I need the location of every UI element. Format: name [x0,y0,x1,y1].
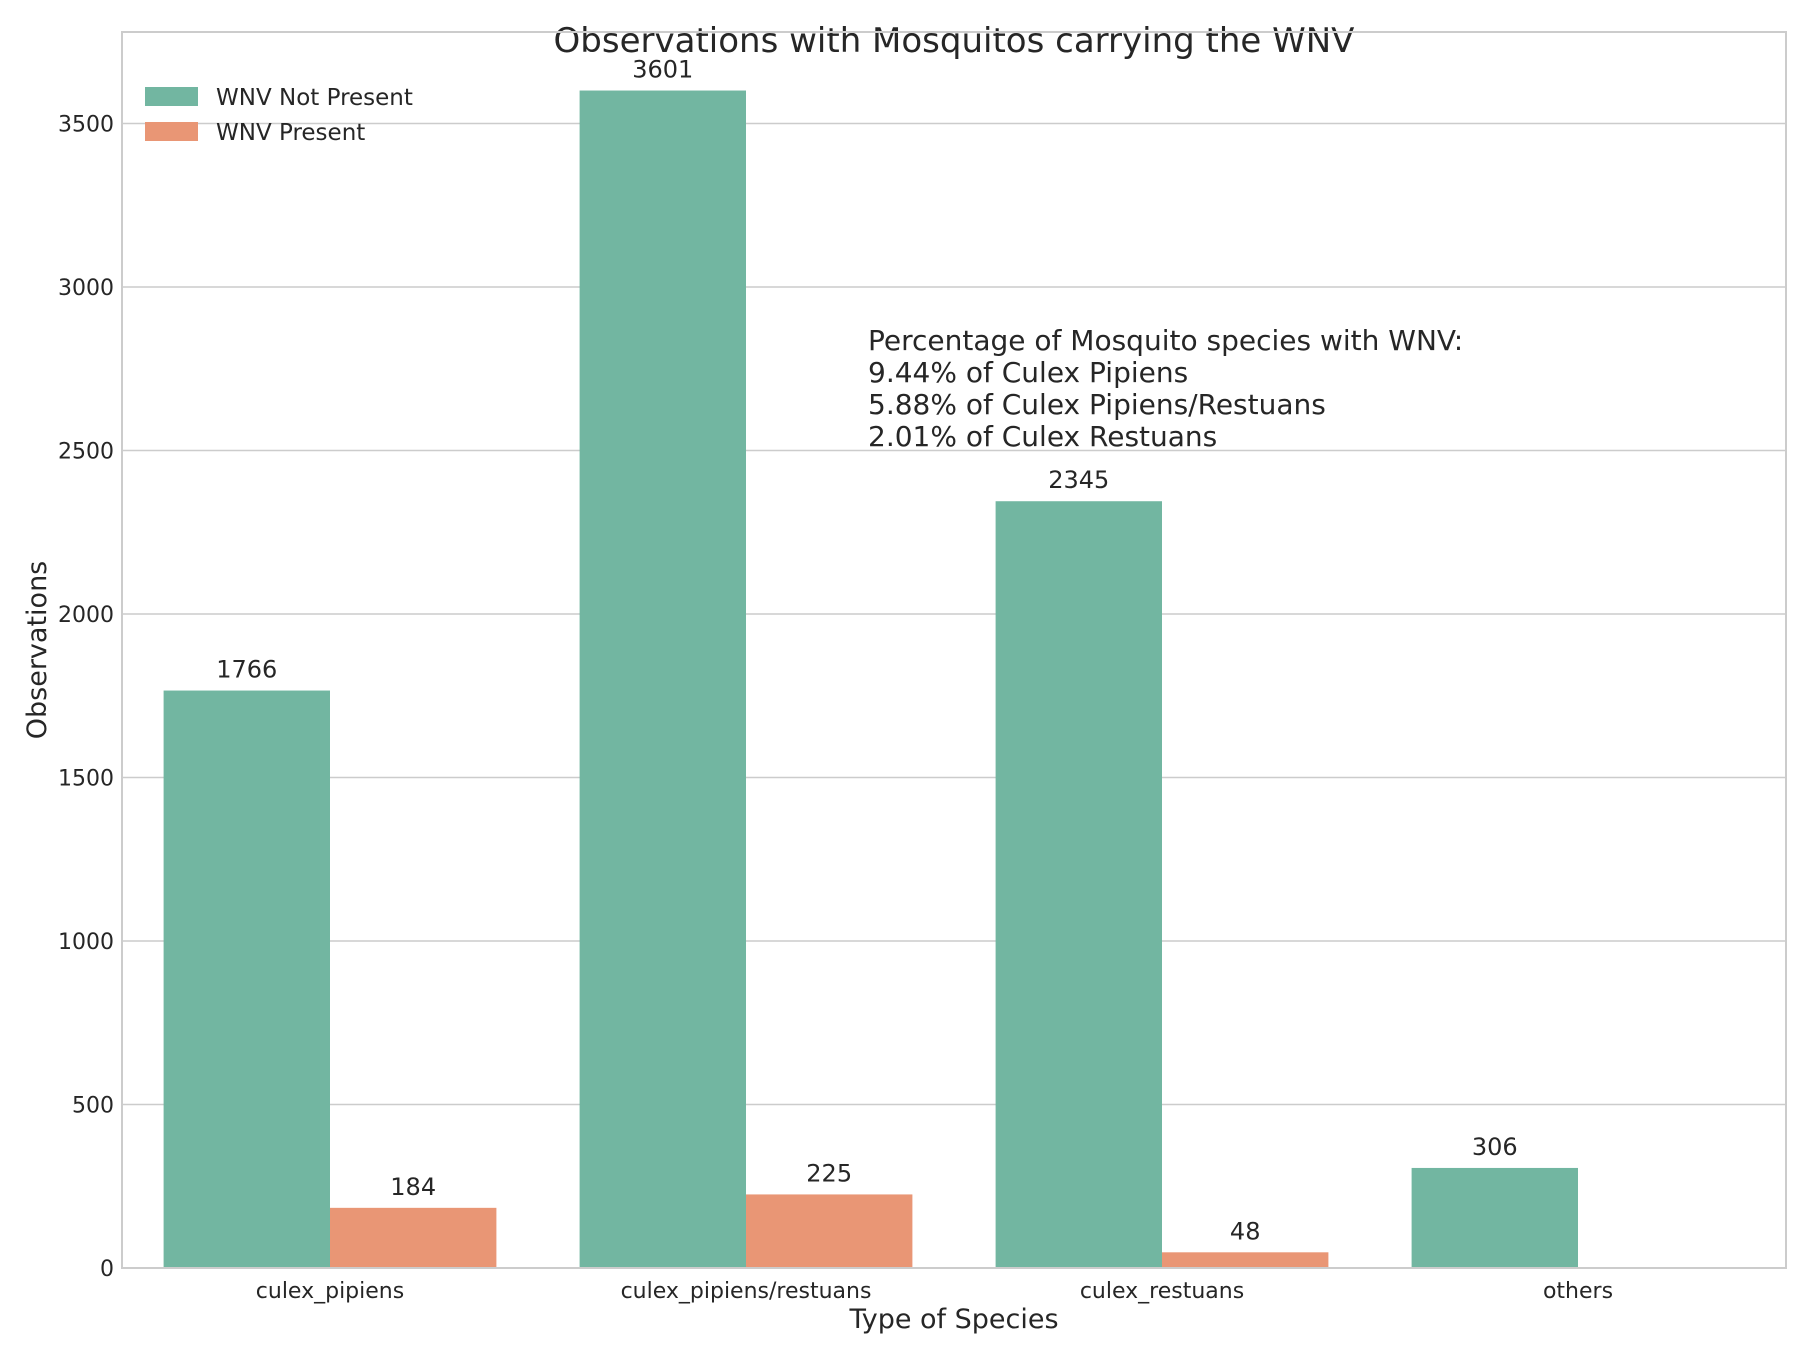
annotation-line: 5.88% of Culex Pipiens/Restuans [868,388,1326,421]
bar-value-label: 2345 [1048,466,1109,494]
legend-swatch [145,87,198,106]
bar [746,1194,913,1268]
y-tick-label: 1500 [58,767,114,792]
annotation-text: Percentage of Mosquito species with WNV:… [868,324,1463,453]
y-tick-label: 500 [72,1094,114,1119]
annotation-line: Percentage of Mosquito species with WNV: [868,324,1463,357]
y-tick-label: 0 [100,1257,114,1282]
gridlines [122,122,1786,1106]
legend: WNV Not Present WNV Present [145,85,413,146]
x-tick-label: others [1543,1279,1613,1304]
bar [163,690,330,1268]
y-tick-label: 2500 [58,440,114,465]
y-tick-label: 3000 [58,276,114,301]
bar [579,90,746,1269]
bar-value-label: 225 [806,1159,852,1187]
legend-label: WNV Present [216,120,365,146]
y-tick-label: 2000 [58,603,114,628]
legend-swatch [145,122,198,141]
chart-title: Observations with Mosquitos carrying the… [554,21,1355,61]
bar-value-label: 1766 [216,656,277,684]
plot-frame [121,31,1787,1269]
bar-value-label: 306 [1472,1133,1518,1161]
x-tick-label: culex_pipiens/restuans [621,1279,872,1304]
annotation-line: 9.44% of Culex Pipiens [868,356,1188,389]
bar-value-label: 3601 [632,56,693,84]
annotation-line: 2.01% of Culex Restuans [868,420,1217,453]
x-axis-label: Type of Species [848,1304,1058,1335]
y-tick-label: 1000 [58,930,114,955]
x-tick-label: culex_restuans [1080,1279,1244,1304]
bar [1411,1167,1578,1268]
legend-label: WNV Not Present [216,85,413,111]
x-tick-label: culex_pipiens [256,1279,404,1304]
bar-value-label: 184 [390,1173,436,1201]
bars [163,90,1578,1269]
y-axis-ticks: 0 500 1000 1500 2000 2500 3000 3500 [58,113,114,1282]
bar [995,501,1162,1268]
bar-value-label: 48 [1230,1217,1261,1245]
bar [1162,1252,1329,1268]
data-labels: 1766 184 3601 225 2345 48 306 [216,56,1517,1246]
x-axis-ticks: culex_pipiens culex_pipiens/restuans culex… [256,1279,1613,1304]
bar [330,1207,497,1268]
y-tick-label: 3500 [58,113,114,138]
y-axis-label: Observations [22,561,53,739]
